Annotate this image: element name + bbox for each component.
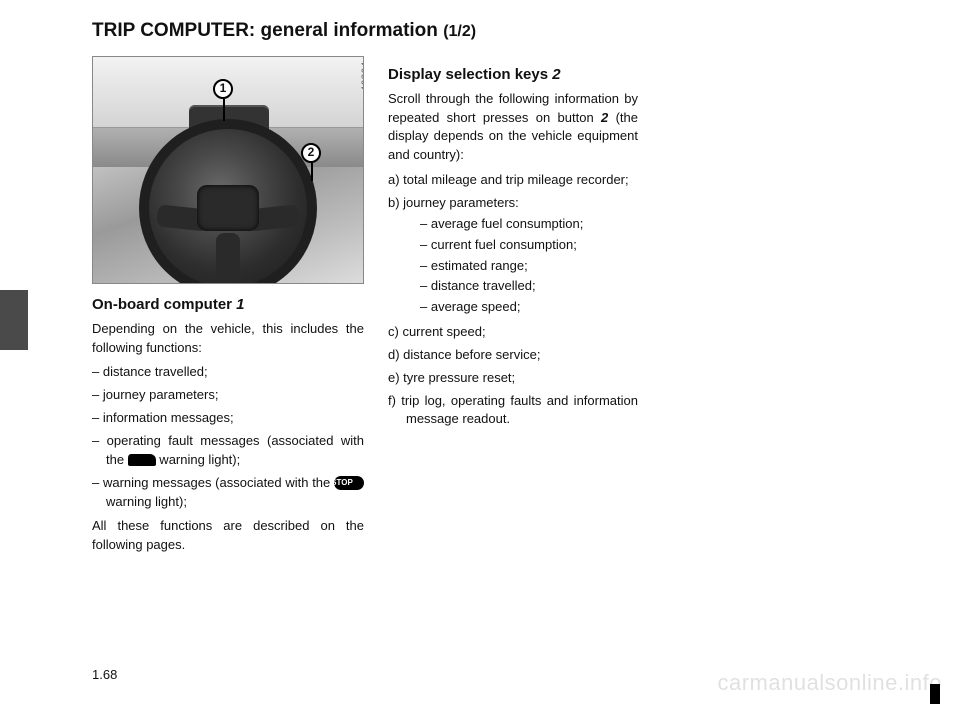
onboard-function-list: distance travelled; journey parameters; … [92, 363, 364, 511]
journey-params-list: average fuel consumption; current fuel c… [406, 215, 638, 317]
display-keys-intro: Scroll through the following information… [388, 90, 638, 165]
list-item: information messages; [92, 409, 364, 428]
display-info-list: a) total mileage and trip mileage record… [388, 171, 638, 429]
content-columns: 1 2 40894 On-board computer 1 Depending … [92, 56, 912, 561]
car-warning-icon [128, 454, 156, 466]
callout-line [311, 163, 313, 181]
item-f-text: trip log, operating faults and informati… [401, 393, 638, 427]
item-c-text: current speed; [402, 324, 485, 339]
display-keys-heading-ref: 2 [552, 66, 560, 83]
section-tab [0, 290, 28, 350]
callout-1: 1 [213, 79, 233, 99]
onboard-heading-text: On-board computer [92, 296, 236, 313]
dashboard-photo: 1 2 40894 [92, 56, 364, 284]
fault-text-post: warning light); [156, 452, 241, 467]
display-keys-heading-text: Display selection keys [388, 66, 552, 83]
list-item: average fuel consumption; [420, 215, 638, 234]
photo-id: 40894 [359, 61, 364, 91]
list-item-b: b) journey parameters: average fuel cons… [388, 194, 638, 317]
display-keys-heading: Display selection keys 2 [388, 64, 638, 86]
item-a-text: total mileage and trip mileage recorder; [403, 172, 628, 187]
crop-mark [930, 684, 940, 704]
warn-text-pre: warning messages (associated with the [103, 475, 334, 490]
onboard-intro: Depending on the vehicle, this includes … [92, 320, 364, 358]
list-item: distance travelled; [420, 277, 638, 296]
photo-steering-wheel [139, 119, 317, 284]
list-item-c: c) current speed; [388, 323, 638, 342]
page-title: TRIP COMPUTER: general information (1/2) [92, 20, 476, 42]
list-item: warning messages (associated with the ST… [92, 474, 364, 512]
title-main: TRIP COMPUTER: general information [92, 20, 443, 41]
list-item: distance travelled; [92, 363, 364, 382]
middle-column: Display selection keys 2 Scroll through … [388, 56, 638, 561]
list-item-e: e) tyre pressure reset; [388, 369, 638, 388]
photo-spoke [216, 233, 240, 281]
list-item-d: d) distance before service; [388, 346, 638, 365]
list-item-a: a) total mileage and trip mileage record… [388, 171, 638, 190]
right-column [662, 56, 912, 561]
item-b-label: journey parameters: [403, 195, 519, 210]
manual-page: TRIP COMPUTER: general information (1/2)… [0, 0, 960, 710]
list-item: operating fault messages (associated wit… [92, 432, 364, 470]
left-column: 1 2 40894 On-board computer 1 Depending … [92, 56, 364, 561]
onboard-heading: On-board computer 1 [92, 294, 364, 316]
onboard-heading-ref: 1 [236, 296, 244, 313]
list-item: journey parameters; [92, 386, 364, 405]
photo-wheel-hub [197, 185, 259, 231]
warn-text-post: warning light); [106, 494, 187, 509]
list-item: average speed; [420, 298, 638, 317]
callout-line [223, 99, 225, 121]
item-d-text: distance before service; [403, 347, 540, 362]
page-number: 1.68 [92, 667, 117, 682]
title-sub: (1/2) [443, 23, 476, 40]
list-item: current fuel consumption; [420, 236, 638, 255]
item-e-text: tyre pressure reset; [403, 370, 515, 385]
list-item: estimated range; [420, 257, 638, 276]
list-item-f: f) trip log, operating faults and inform… [388, 392, 638, 430]
watermark: carmanualsonline.info [717, 670, 942, 696]
onboard-outro: All these functions are described on the… [92, 517, 364, 555]
stop-warning-icon: STOP [334, 476, 364, 490]
callout-2: 2 [301, 143, 321, 163]
